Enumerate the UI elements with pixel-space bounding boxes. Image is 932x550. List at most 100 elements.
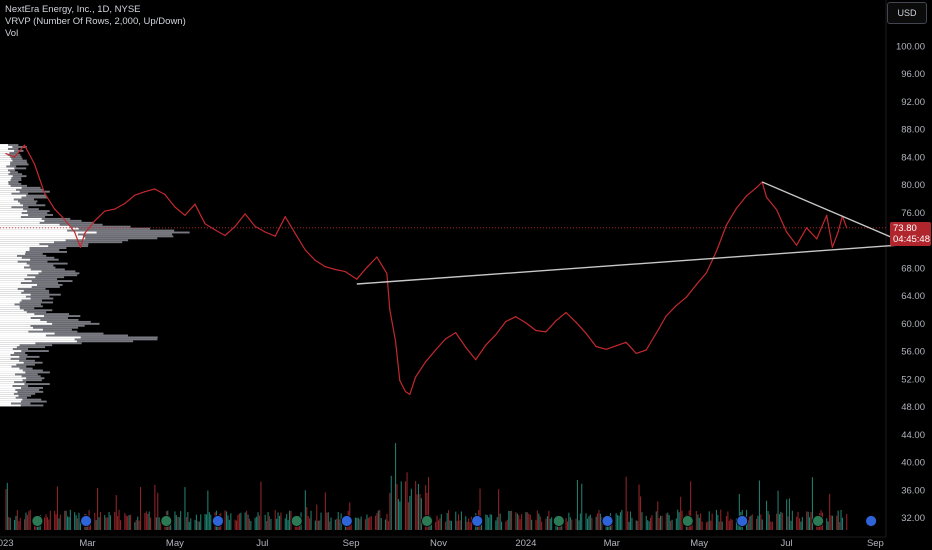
- volume-bar: [254, 517, 256, 530]
- volume-bar: [645, 515, 647, 530]
- volume-bar: [529, 514, 531, 530]
- vrvp-row-down: [0, 338, 158, 341]
- vrvp-row-up: [0, 184, 11, 187]
- volume-bar: [227, 515, 229, 530]
- vrvp-row-up: [0, 270, 42, 273]
- volume-bar: [595, 516, 597, 530]
- volume-bar: [399, 501, 401, 530]
- volume-bar: [628, 521, 630, 530]
- support-trendline: [356, 243, 917, 285]
- price-point: [655, 332, 657, 334]
- volume-bar: [581, 483, 583, 530]
- price-point: [33, 163, 36, 165]
- volume-bar: [78, 512, 80, 530]
- vrvp-row-up: [0, 206, 12, 209]
- price-point: [54, 208, 56, 210]
- vrvp-row-down: [0, 326, 79, 329]
- volume-bar: [280, 512, 282, 530]
- volume-bar: [797, 511, 799, 530]
- volume-bar: [419, 494, 421, 530]
- volume-bar: [336, 518, 338, 530]
- volume-bar: [578, 520, 580, 530]
- volume-bar: [708, 511, 710, 530]
- volume-bar: [109, 515, 111, 530]
- volume-bar: [635, 520, 637, 530]
- volume-bar: [545, 518, 547, 530]
- volume-bar: [657, 501, 659, 530]
- volume-bar: [535, 520, 537, 530]
- volume-bar: [675, 518, 677, 530]
- dividend-event-icon: [340, 515, 353, 527]
- price-point: [665, 315, 667, 317]
- x-tick-label: 2023: [0, 538, 14, 549]
- volume-bar: [260, 481, 262, 530]
- price-point: [344, 271, 346, 273]
- currency-button[interactable]: USD: [887, 2, 927, 24]
- volume-bar: [18, 521, 20, 530]
- vrvp-row-up: [0, 282, 21, 284]
- volume-bar: [499, 513, 501, 530]
- earnings-event-icon: [160, 515, 173, 527]
- price-point: [605, 348, 607, 350]
- vrvp-row-down: [0, 291, 50, 294]
- price-point: [465, 346, 467, 348]
- legend-vrvp[interactable]: VRVP (Number Of Rows, 2,000, Up/Down): [5, 16, 186, 27]
- volume-bar: [648, 521, 650, 530]
- price-point: [831, 246, 834, 248]
- price-point: [244, 213, 246, 215]
- vrvp-row-down: [0, 353, 28, 356]
- volume-bar: [488, 517, 490, 530]
- vrvp-row-up: [0, 285, 32, 288]
- price-point: [515, 316, 517, 318]
- price-point: [535, 329, 537, 332]
- volume-bar: [841, 517, 843, 530]
- price-point: [695, 284, 697, 286]
- price-point: [154, 188, 156, 190]
- vrvp-row-up: [0, 243, 40, 246]
- volume-bar: [364, 519, 366, 530]
- volume-bar: [185, 517, 187, 530]
- volume-bar: [498, 489, 500, 530]
- volume-bar: [456, 520, 458, 530]
- volume-bar: [455, 511, 457, 530]
- volume-bar: [501, 521, 503, 530]
- volume-bar: [118, 509, 120, 530]
- legend-vol[interactable]: Vol: [5, 28, 19, 39]
- volume-bar: [747, 520, 749, 530]
- volume-bar: [445, 521, 447, 530]
- vrvp-row-up: [0, 293, 31, 296]
- volume-bar: [380, 518, 382, 530]
- bar-countdown: 04:45:48: [893, 234, 930, 245]
- price-point: [376, 256, 378, 258]
- vrvp-row-down: [0, 200, 38, 203]
- volume-bar: [15, 515, 17, 530]
- volume-bar: [787, 516, 789, 530]
- volume-bar: [489, 514, 491, 530]
- vrvp-row-up: [0, 144, 8, 147]
- volume-bar: [19, 517, 21, 530]
- volume-bar: [571, 519, 573, 530]
- price-point: [43, 192, 46, 194]
- volume-bar: [134, 522, 136, 530]
- vrvp-row-up: [0, 315, 44, 318]
- volume-bar: [768, 514, 770, 530]
- volume-bar: [780, 511, 782, 530]
- legend-symbol[interactable]: NextEra Energy, Inc., 1D, NYSE: [5, 4, 141, 15]
- price-point: [415, 376, 417, 378]
- y-tick-label: 84.00: [901, 152, 925, 163]
- price-point: [304, 249, 306, 251]
- volume-bar: [640, 496, 642, 530]
- vrvp-row-up: [0, 332, 55, 335]
- vrvp-row-up: [0, 250, 26, 253]
- x-tick-label: Jul: [256, 538, 268, 549]
- x-tick-label: May: [166, 538, 184, 549]
- vrvp-row-down: [0, 181, 19, 183]
- vrvp-row-down: [0, 344, 53, 347]
- volume-bar: [695, 511, 697, 530]
- vrvp-row-down: [0, 146, 27, 148]
- vrvp-row-up: [0, 216, 21, 218]
- volume-bar: [108, 511, 110, 530]
- vrvp-row-up: [0, 233, 78, 236]
